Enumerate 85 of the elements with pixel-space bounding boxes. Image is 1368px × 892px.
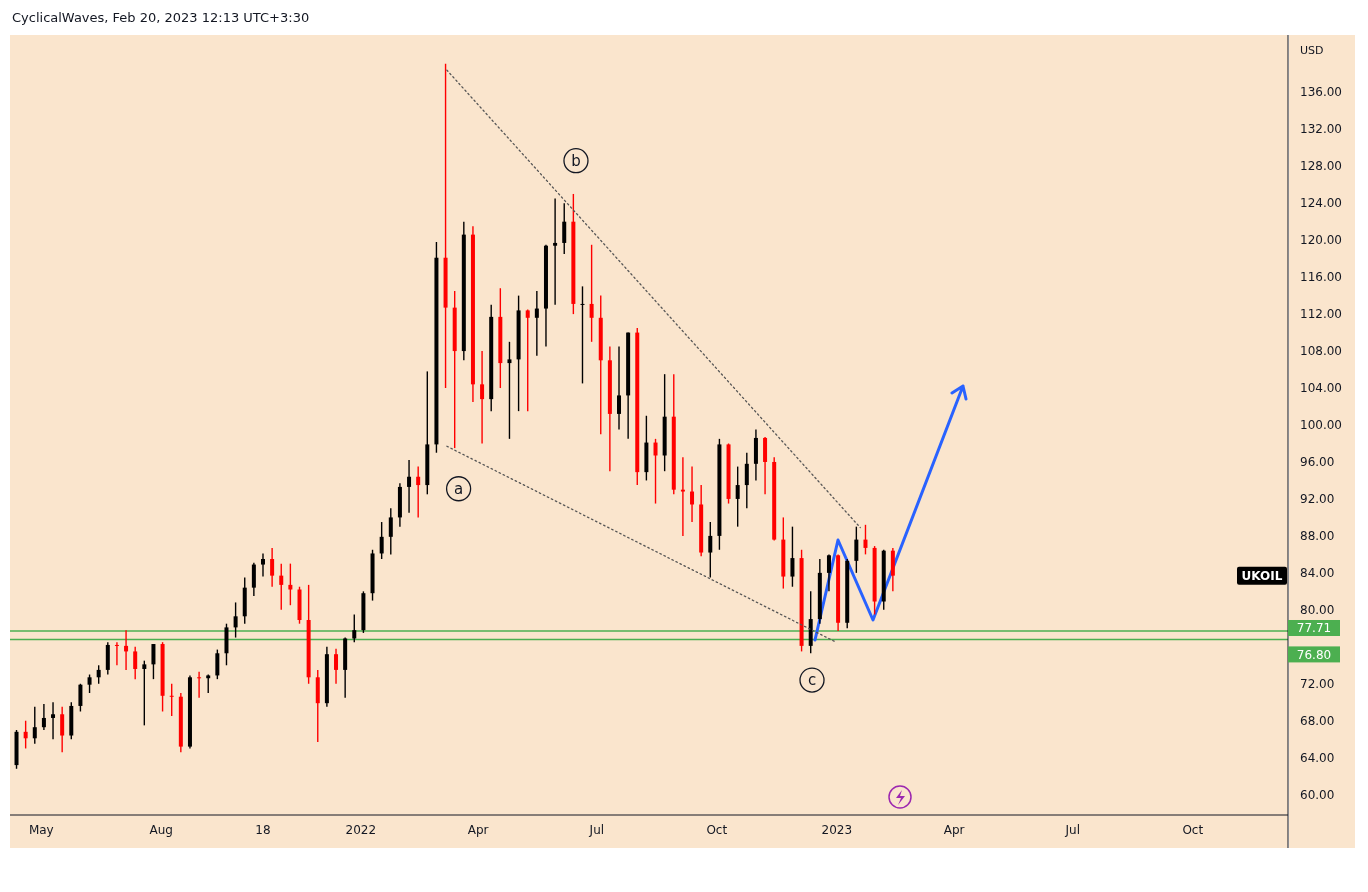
annotation: b	[571, 151, 581, 170]
candlestick	[23, 720, 28, 750]
candlestick	[260, 552, 265, 578]
candlestick	[826, 553, 831, 593]
x-tick-label: 18	[255, 823, 271, 837]
candlestick	[416, 465, 421, 519]
candlestick	[142, 659, 147, 727]
x-tick-label: Apr	[467, 823, 489, 837]
candlestick	[407, 459, 412, 514]
candlestick	[580, 285, 585, 385]
y-tick-label: 128.00	[1300, 159, 1342, 174]
annotation: UKOIL	[1241, 568, 1283, 583]
y-tick-label: 72.00	[1300, 676, 1335, 691]
candlestick	[41, 703, 46, 731]
y-tick-label: 100.00	[1300, 418, 1342, 433]
candlestick	[169, 683, 174, 717]
candlestick	[379, 521, 384, 560]
legend-label: 76.80	[1296, 647, 1332, 662]
y-tick-label: 84.00	[1300, 566, 1335, 581]
candlestick	[735, 465, 740, 528]
x-tick-label: 2023	[821, 823, 853, 837]
y-tick-label: 92.00	[1300, 492, 1335, 507]
y-tick-label: 116.00	[1300, 270, 1342, 285]
candlestick	[87, 673, 92, 694]
x-tick-label: Jul	[588, 823, 605, 837]
y-tick-label: 104.00	[1300, 381, 1342, 396]
candlestick	[388, 507, 393, 556]
candlestick	[215, 648, 220, 680]
y-tick-label: 80.00	[1300, 603, 1335, 618]
y-tick-label: 96.00	[1300, 455, 1335, 470]
candlestick	[124, 629, 129, 671]
candlestick	[744, 452, 749, 509]
candlestick	[270, 547, 275, 588]
candlestick	[151, 643, 156, 680]
y-tick-label: 88.00	[1300, 529, 1335, 544]
candlestick	[680, 456, 685, 537]
candlestick	[562, 202, 567, 255]
x-tick-label: Oct	[1182, 823, 1204, 837]
candlestick	[553, 197, 558, 306]
candlestick	[507, 341, 512, 440]
candlestick	[589, 244, 594, 343]
y-tick-label: 68.00	[1300, 713, 1335, 728]
candlestick	[863, 524, 868, 556]
candlestick	[288, 562, 293, 606]
x-tick-label: Jul	[1064, 823, 1081, 837]
x-tick-label: Aug	[149, 823, 173, 837]
candlestick	[279, 562, 284, 611]
annotation: a	[454, 480, 464, 499]
candlestick	[480, 350, 485, 445]
y-axis-title: USD	[1300, 44, 1324, 57]
candlestick	[525, 308, 530, 412]
x-tick-label: 2022	[345, 823, 377, 837]
candlestick	[197, 671, 202, 699]
candlestick	[233, 601, 238, 639]
y-tick-label: 64.00	[1300, 750, 1335, 765]
candlestick	[352, 613, 357, 643]
ref-line-label: 77.71	[1296, 621, 1332, 636]
candlestick	[133, 646, 138, 680]
candlestick	[114, 641, 119, 666]
candlestick	[690, 465, 695, 523]
y-tick-label: 120.00	[1300, 233, 1342, 248]
chart-title: CyclicalWaves, Feb 20, 2023 12:13 UTC+3:30	[12, 10, 310, 25]
y-tick-label: 124.00	[1300, 196, 1342, 211]
candlestick	[51, 701, 56, 740]
x-tick-label: Apr	[943, 823, 965, 837]
candlestick	[854, 525, 859, 574]
x-tick-label: Oct	[706, 823, 728, 837]
x-tick-label: May	[28, 823, 54, 837]
candlestick	[617, 345, 622, 431]
candlestick	[32, 706, 37, 745]
candlestick	[96, 664, 101, 685]
candlestick	[78, 683, 83, 713]
candlestick	[708, 521, 713, 579]
candlestick	[790, 525, 795, 588]
annotation: c	[807, 671, 817, 690]
y-tick-label: 136.00	[1300, 85, 1342, 100]
y-tick-label: 112.00	[1300, 307, 1342, 322]
y-tick-label: 108.00	[1300, 344, 1342, 359]
candlestick	[334, 647, 339, 685]
candlestick	[251, 562, 256, 597]
y-tick-label: 132.00	[1300, 122, 1342, 137]
candlestick	[534, 290, 539, 357]
candlestick	[653, 438, 658, 505]
y-tick-label: 60.00	[1300, 787, 1335, 802]
candlestick	[60, 706, 65, 753]
